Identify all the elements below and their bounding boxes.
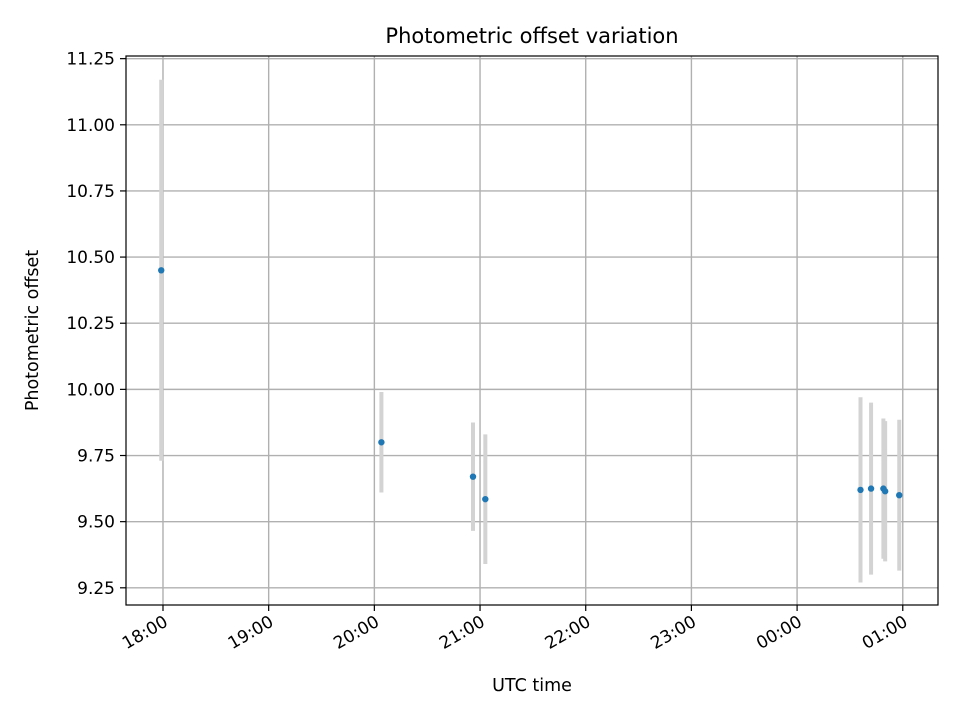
y-tick-label: 9.25 [77,579,115,599]
y-tick-label: 10.25 [66,314,115,334]
data-point [158,267,165,274]
y-tick-label: 9.75 [77,447,115,467]
data-point [857,486,864,494]
y-tick-label: 10.50 [66,248,115,268]
axes-frame [125,55,939,606]
y-tick-label: 10.00 [66,380,115,400]
chart-title: Photometric offset variation [385,24,678,48]
grid [126,56,938,605]
y-axis-label: Photometric offset [23,250,43,411]
y-tick-label: 10.75 [66,182,115,202]
data-points [158,267,903,503]
y-tick-label: 11.00 [66,116,115,136]
y-tick-label: 11.25 [66,50,115,70]
data-point [482,495,489,503]
x-axis-label: UTC time [492,676,572,696]
data-point [469,473,477,480]
data-point [867,485,875,492]
data-point [378,439,385,446]
y-tick-label: 9.50 [77,513,115,533]
data-point [896,492,903,499]
data-point [881,488,889,495]
